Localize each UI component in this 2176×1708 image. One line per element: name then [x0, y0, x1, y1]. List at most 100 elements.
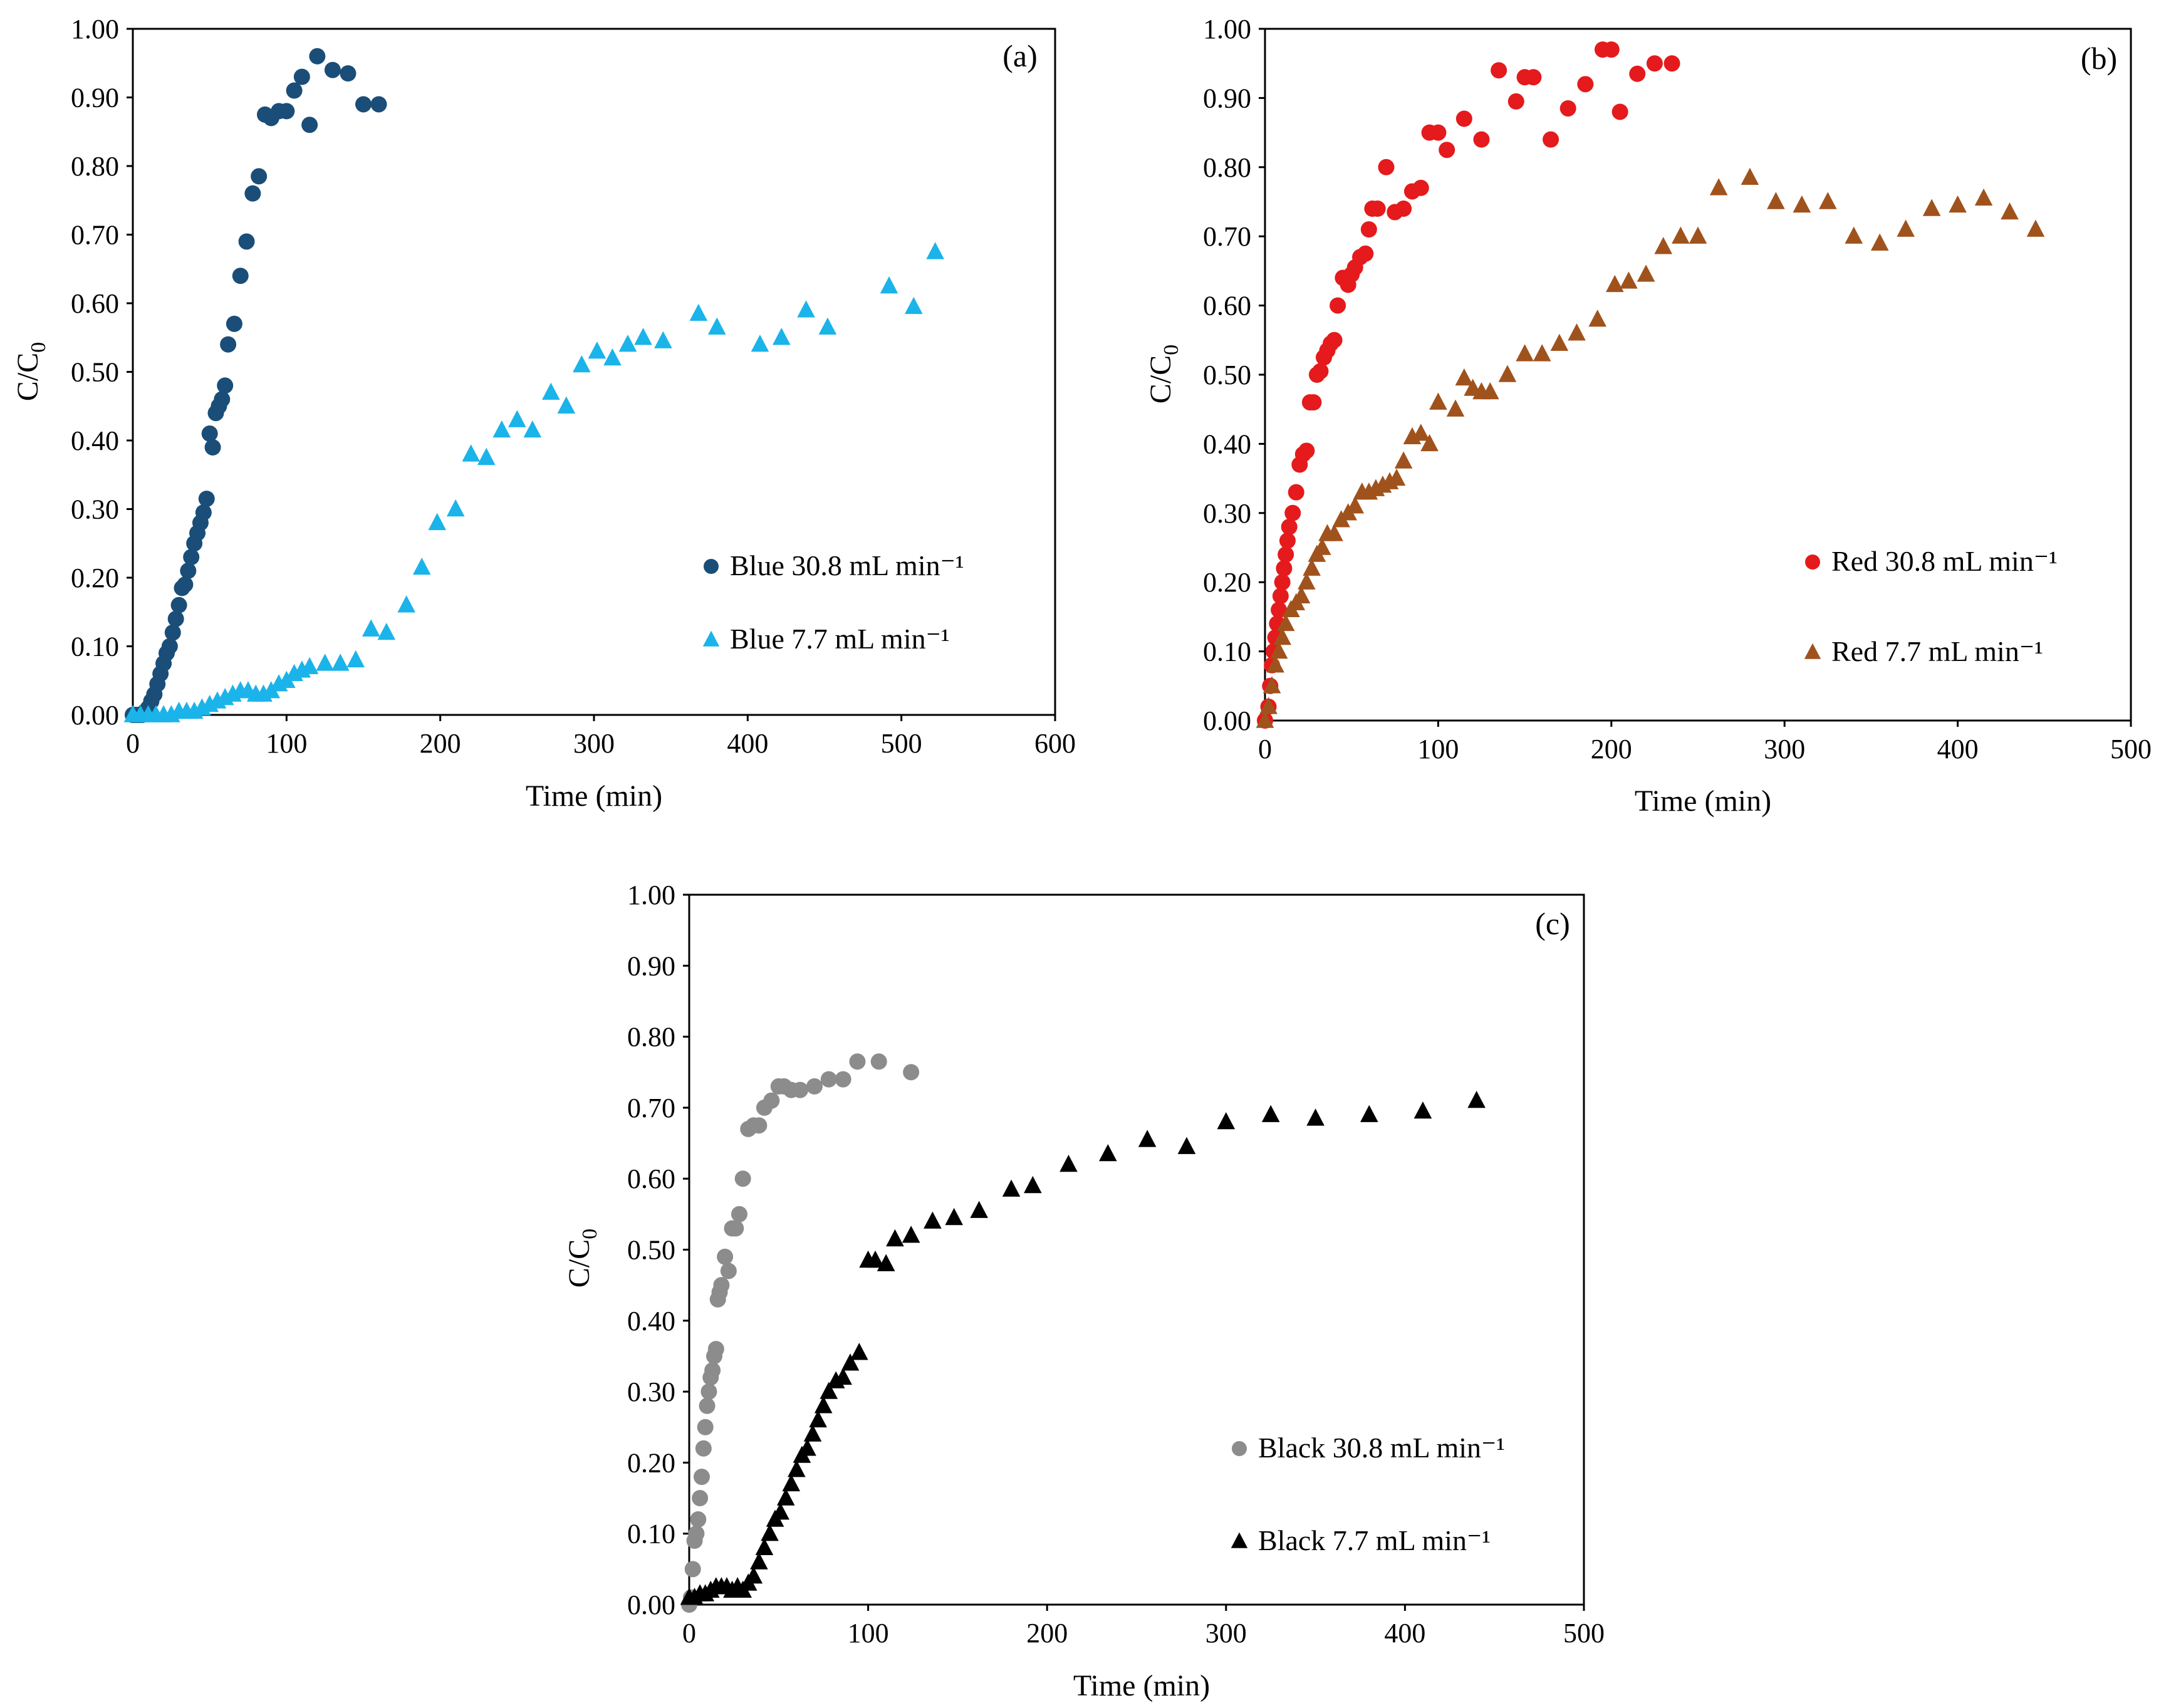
legend-marker	[704, 559, 719, 574]
data-point	[195, 504, 212, 521]
data-point	[1326, 331, 1343, 348]
data-point	[1455, 368, 1474, 386]
data-point	[820, 1382, 838, 1399]
data-point	[1002, 1179, 1021, 1197]
data-point	[1346, 496, 1365, 514]
y-tick-label: 0.30	[627, 1377, 675, 1407]
y-tick-label: 0.30	[71, 494, 119, 525]
data-point	[167, 610, 184, 627]
x-axis-label: Time (min)	[1073, 1669, 1210, 1702]
data-point	[809, 1410, 827, 1428]
data-point	[1279, 532, 1296, 549]
legend-entry: Red 30.8 mL min⁻¹	[1805, 545, 2058, 577]
x-tick-label: 0	[682, 1618, 696, 1648]
data-point	[776, 1488, 795, 1506]
data-point	[362, 619, 380, 637]
plot-frame	[132, 28, 1056, 716]
x-tick-label: 200	[1026, 1618, 1068, 1648]
data-point	[1741, 167, 1759, 185]
data-point	[1138, 1130, 1157, 1147]
data-point	[214, 391, 231, 408]
data-point	[244, 185, 261, 202]
data-point	[1507, 93, 1524, 110]
data-point	[717, 1248, 734, 1265]
y-tick-label: 0.00	[627, 1590, 675, 1620]
data-point	[734, 1170, 751, 1187]
data-point	[806, 1078, 823, 1095]
data-point	[1429, 392, 1447, 410]
data-point	[1360, 1105, 1378, 1122]
data-point	[397, 595, 415, 613]
y-tick-label: 1.00	[71, 14, 119, 44]
data-point	[1274, 574, 1291, 591]
data-point	[278, 103, 295, 120]
data-point	[324, 61, 341, 78]
y-tick-label: 0.10	[1203, 637, 1251, 667]
y-tick-label: 0.70	[627, 1093, 675, 1123]
data-point	[1262, 676, 1281, 694]
data-point	[573, 355, 591, 373]
data-point	[731, 1205, 747, 1222]
data-point	[1284, 504, 1301, 521]
data-point	[1261, 1105, 1280, 1122]
x-tick-label: 400	[1384, 1618, 1425, 1648]
data-point	[232, 268, 249, 284]
legend-entry: Red 7.7 mL min⁻¹	[1804, 635, 2043, 667]
data-point	[707, 317, 726, 335]
y-tick-label: 0.90	[627, 950, 675, 981]
data-point	[1922, 199, 1941, 216]
data-point	[412, 557, 431, 575]
y-tick-label: 0.90	[71, 83, 119, 113]
data-point	[1413, 1101, 1432, 1119]
data-point	[771, 1502, 789, 1520]
plot-frame	[1264, 28, 2132, 722]
data-point	[1559, 100, 1576, 117]
data-point	[1611, 103, 1628, 120]
data-point	[704, 1362, 721, 1379]
data-point	[763, 1092, 780, 1109]
data-point	[744, 1566, 763, 1584]
data-point	[751, 335, 769, 352]
y-tick-label: 0.50	[1203, 360, 1251, 390]
data-point	[1620, 271, 1638, 289]
legend-marker	[1231, 1532, 1248, 1548]
x-tick-label: 500	[1563, 1618, 1605, 1648]
data-point	[689, 303, 708, 321]
data-point	[226, 315, 242, 332]
series-slow-flow	[680, 1090, 1486, 1605]
data-point	[1793, 195, 1811, 213]
data-point	[1059, 1154, 1078, 1172]
x-tick-label: 100	[848, 1618, 889, 1648]
y-axis-label: C/C0	[563, 1229, 601, 1288]
data-point	[1420, 434, 1439, 452]
data-point	[1637, 264, 1655, 282]
data-point	[1256, 711, 1274, 728]
data-point	[1357, 245, 1374, 262]
series-fast-flow	[1257, 41, 1680, 729]
data-point	[1099, 1143, 1117, 1162]
data-point	[904, 296, 923, 315]
data-point	[773, 328, 791, 345]
y-tick-label: 0.90	[1203, 83, 1251, 113]
data-point	[331, 654, 350, 671]
data-point	[603, 348, 622, 366]
series-slow-flow	[123, 242, 944, 722]
data-point	[692, 1490, 709, 1507]
y-tick-label: 0.40	[1203, 429, 1251, 459]
data-point	[1271, 601, 1288, 618]
y-tick-label: 0.70	[71, 220, 119, 251]
x-tick-label: 100	[1417, 734, 1459, 764]
data-point	[170, 596, 187, 613]
y-tick-label: 0.80	[71, 151, 119, 182]
data-point	[924, 1211, 942, 1229]
y-tick-label: 0.60	[71, 288, 119, 319]
data-point	[238, 233, 255, 250]
data-point	[220, 336, 237, 353]
data-point	[782, 1474, 801, 1492]
x-tick-label: 300	[573, 728, 615, 759]
data-point	[462, 444, 481, 462]
data-point	[1819, 192, 1837, 209]
data-point	[695, 1440, 712, 1457]
y-tick-label: 0.40	[71, 425, 119, 456]
